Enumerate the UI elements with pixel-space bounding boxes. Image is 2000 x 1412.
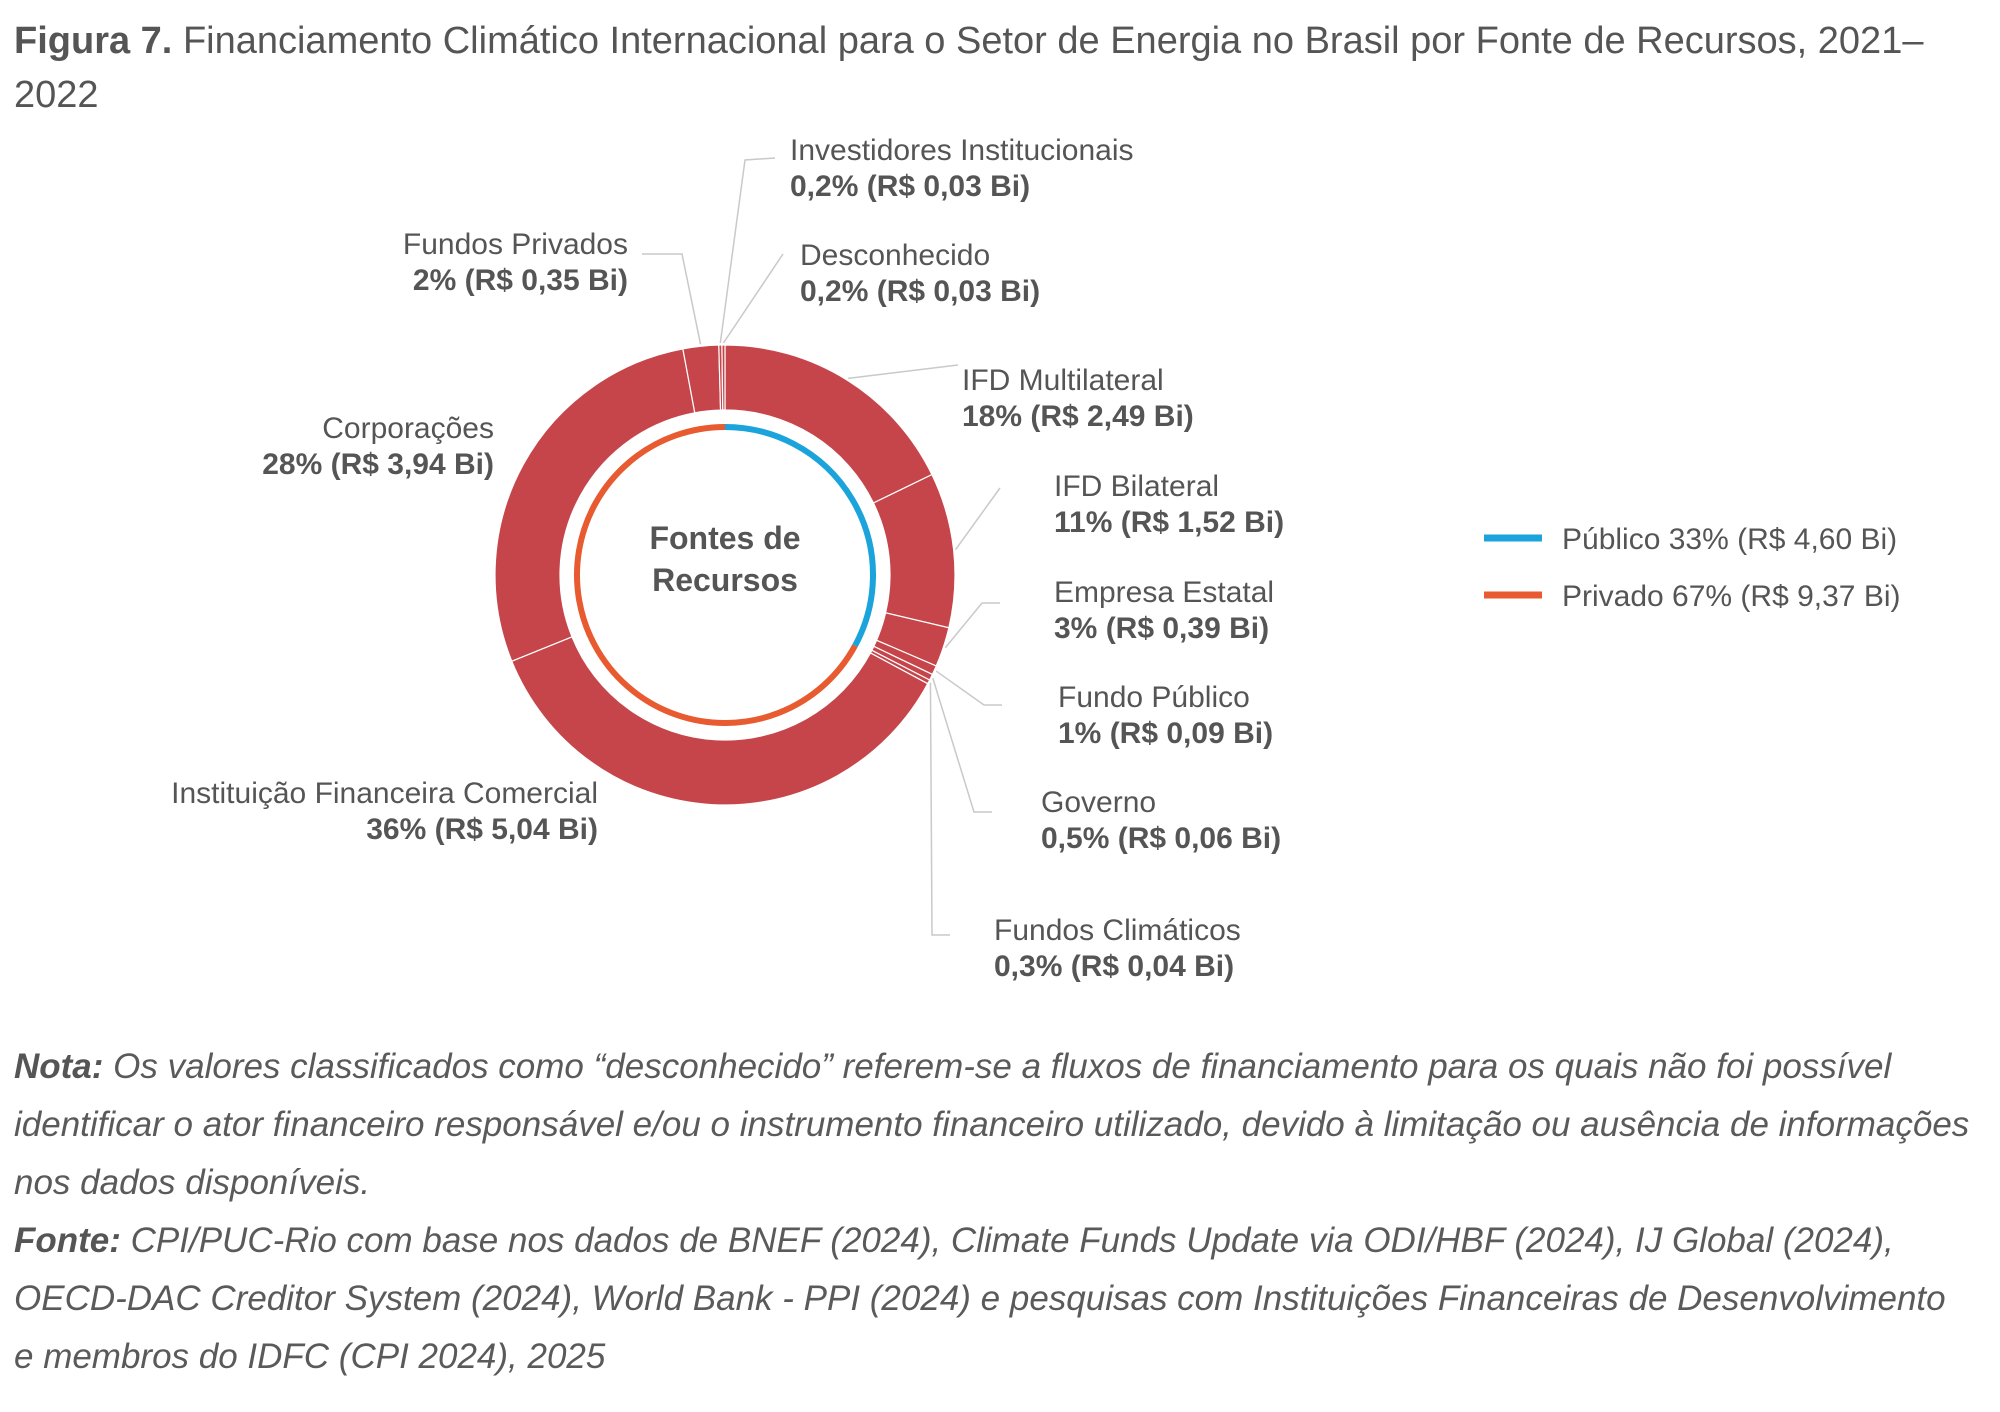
slice-value-ifd-multilateral: 18% (R$ 2,49 Bi): [962, 400, 1194, 433]
slice-value-instituicao-financeira-comercial: 36% (R$ 5,04 Bi): [366, 813, 598, 846]
leader-line-fundos-climaticos: [929, 682, 950, 936]
leader-line-fundo-publico: [935, 670, 1002, 706]
leader-line-ifd-multilateral: [848, 364, 959, 380]
slice-label-ifd-multilateral: IFD Multilateral: [962, 364, 1164, 397]
slice-value-investidores-institucionais: 0,2% (R$ 0,03 Bi): [790, 170, 1030, 203]
ring-arc-publico: [724, 424, 876, 648]
leader-line-empresa-estatal: [944, 602, 1000, 649]
center-label-line: Recursos: [652, 562, 798, 598]
note-text: Os valores classificados como “desconhec…: [14, 1047, 1970, 1202]
slice-desconhecido: [721, 344, 726, 411]
leader-line-ifd-bilateral: [954, 487, 1001, 550]
slice-value-fundos-privados: 2% (R$ 0,35 Bi): [413, 264, 628, 297]
slice-value-desconhecido: 0,2% (R$ 0,03 Bi): [800, 275, 1040, 308]
slice-value-fundos-climaticos: 0,3% (R$ 0,04 Bi): [994, 950, 1234, 983]
note-label: Nota:: [14, 1047, 104, 1086]
figure-title-text: Financiamento Climático Internacional pa…: [14, 20, 1924, 116]
slice-label-governo: Governo: [1041, 786, 1156, 819]
notes: Nota: Os valores classificados como “des…: [14, 1038, 1974, 1386]
source-label: Fonte:: [14, 1221, 121, 1260]
leader-line-investidores-institucionais: [719, 157, 776, 344]
slice-ifd-multilateral: [724, 344, 933, 504]
slice-label-empresa-estatal: Empresa Estatal: [1054, 576, 1274, 609]
slice-label-corporacoes: Corporações: [322, 412, 494, 445]
slice-label-fundos-privados: Fundos Privados: [403, 228, 628, 261]
leader-line-fundos-privados: [642, 253, 702, 345]
slice-label-desconhecido: Desconhecido: [800, 239, 990, 272]
center-label-line: Fontes de: [649, 520, 800, 556]
note-paragraph: Nota: Os valores classificados como “des…: [14, 1038, 1974, 1212]
slice-label-fundos-climaticos: Fundos Climáticos: [994, 914, 1241, 947]
leader-line-governo: [932, 677, 992, 813]
slice-label-investidores-institucionais: Investidores Institucionais: [790, 134, 1134, 167]
slice-label-fundo-publico: Fundo Público: [1058, 681, 1250, 714]
ring-arc-privado: [574, 424, 858, 726]
slice-value-governo: 0,5% (R$ 0,06 Bi): [1041, 822, 1281, 855]
slice-instituicao-financeira-comercial: [510, 636, 929, 806]
figure-number: Figura 7.: [14, 20, 173, 62]
slice-value-empresa-estatal: 3% (R$ 0,39 Bi): [1054, 612, 1269, 645]
source-paragraph: Fonte: CPI/PUC-Rio com base nos dados de…: [14, 1212, 1974, 1386]
leader-line-desconhecido: [722, 253, 784, 344]
slice-ifd-bilateral: [872, 473, 956, 629]
slice-label-instituicao-financeira-comercial: Instituição Financeira Comercial: [171, 777, 598, 810]
source-text: CPI/PUC-Rio com base nos dados de BNEF (…: [14, 1221, 1946, 1376]
legend-label-publico: Público 33% (R$ 4,60 Bi): [1562, 523, 1897, 556]
slice-corporacoes: [494, 348, 696, 663]
figure-title: Figura 7. Financiamento Climático Intern…: [14, 14, 1944, 122]
slice-value-corporacoes: 28% (R$ 3,94 Bi): [262, 448, 494, 481]
slice-value-ifd-bilateral: 11% (R$ 1,52 Bi): [1054, 506, 1284, 539]
slice-value-fundo-publico: 1% (R$ 0,09 Bi): [1058, 717, 1273, 750]
legend-label-privado: Privado 67% (R$ 9,37 Bi): [1562, 580, 1901, 613]
slice-label-ifd-bilateral: IFD Bilateral: [1054, 470, 1219, 503]
